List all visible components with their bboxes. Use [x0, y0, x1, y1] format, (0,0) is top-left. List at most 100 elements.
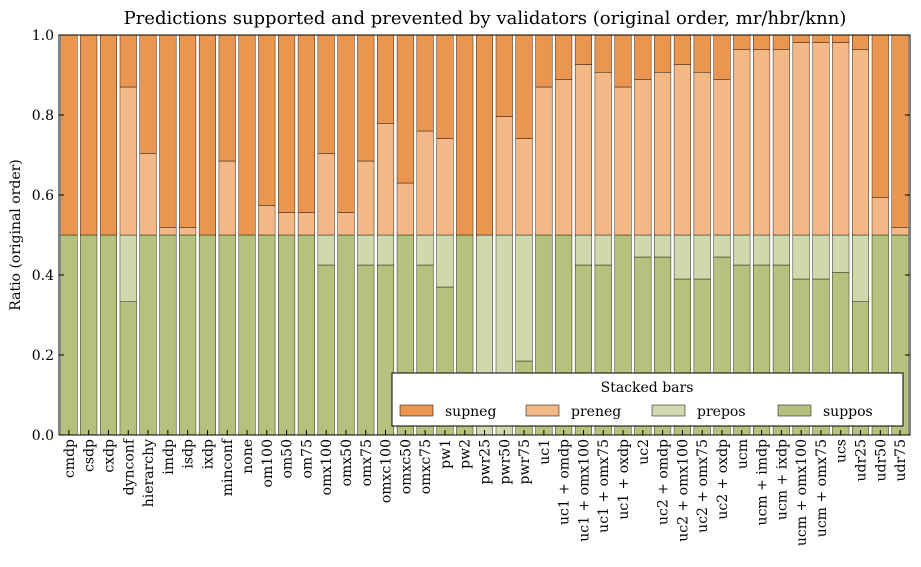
bar-segment-supneg	[179, 34, 197, 228]
bar-segment-preneg	[852, 49, 870, 236]
x-tick-label: imdp	[161, 439, 177, 475]
bar-segment-prepos	[594, 234, 612, 266]
bar-segment-supneg	[693, 34, 711, 73]
bar-segment-preneg	[159, 227, 177, 236]
bar-segment-preneg	[416, 130, 434, 236]
x-tick-label: omx50	[339, 439, 355, 486]
bar-segment-supneg	[159, 34, 177, 228]
x-tick-label: pwr25	[478, 439, 494, 484]
bar-segment-suppos	[60, 234, 78, 436]
bar-segment-preneg	[792, 42, 810, 236]
bar-segment-prepos	[436, 234, 454, 288]
bar-segment-suppos	[317, 264, 335, 436]
x-tick-label: ucm + ixdp	[774, 439, 790, 520]
bar-segment-supneg	[139, 34, 157, 154]
bar-segment-suppos	[357, 264, 375, 436]
bar-segment-suppos	[198, 234, 216, 436]
y-tick-label: 0.2	[32, 348, 54, 364]
bar-segment-suppos	[119, 301, 137, 436]
bar-segment-preneg	[733, 49, 751, 236]
x-tick-label: omxc75	[418, 439, 434, 494]
x-tick-label: uc1 + omdp	[557, 439, 573, 525]
bar-segment-prepos	[852, 234, 870, 303]
legend-label-supneg: supneg	[445, 404, 496, 420]
bar-segment-preneg	[119, 86, 137, 236]
bar-segment-preneg	[396, 182, 414, 236]
bar-segment-preneg	[673, 64, 691, 236]
x-tick-label: cxdp	[101, 439, 117, 473]
bar-segment-supneg	[555, 34, 573, 80]
legend-box	[391, 372, 904, 427]
x-tick-label: uc1 + oxdp	[616, 439, 632, 520]
bar-segment-supneg	[456, 34, 474, 236]
bar-segment-suppos	[297, 234, 315, 436]
bar-segment-preneg	[812, 42, 830, 236]
bar-segment-preneg	[377, 123, 395, 236]
x-tick-label: omxc100	[379, 439, 395, 503]
bar-segment-preneg	[614, 86, 632, 236]
legend-swatch-prepos	[651, 404, 686, 417]
bar-segment-suppos	[99, 234, 117, 436]
bar-segment-preneg	[218, 160, 236, 236]
bar-segment-preneg	[297, 212, 315, 236]
x-tick-label: om100	[260, 439, 276, 487]
bar-segment-prepos	[812, 234, 830, 280]
bar-segment-supneg	[80, 34, 98, 236]
bar-segment-supneg	[317, 34, 335, 154]
bar-segment-preneg	[436, 138, 454, 236]
x-tick-label: dynconf	[121, 437, 137, 495]
bar-segment-prepos	[792, 234, 810, 280]
bar-segment-supneg	[792, 34, 810, 43]
bar-segment-suppos	[278, 234, 296, 436]
bar-segment-supneg	[673, 34, 691, 65]
bar-segment-supneg	[614, 34, 632, 88]
bar-segment-prepos	[119, 234, 137, 303]
x-tick-label: omx100	[319, 439, 335, 495]
x-tick-label: uc1 + omx100	[576, 439, 592, 542]
bar-segment-supneg	[218, 34, 236, 162]
bar-segment-supneg	[337, 34, 355, 213]
x-tick-label: pw1	[438, 439, 454, 469]
bar-segment-supneg	[654, 34, 672, 73]
bar-segment-preneg	[535, 86, 553, 236]
y-tick-label: 0.0	[32, 428, 54, 444]
bar-segment-suppos	[218, 234, 236, 436]
bar-segment-preneg	[179, 227, 197, 236]
legend-swatch-preneg	[525, 404, 560, 417]
legend-label-preneg: preneg	[571, 404, 621, 420]
x-tick-label: omx75	[359, 439, 375, 486]
bar-segment-suppos	[159, 234, 177, 436]
bar-segment-prepos	[713, 234, 731, 258]
bar-segment-preneg	[495, 116, 513, 236]
x-tick-label: hierarchy	[141, 439, 157, 507]
bar-segment-prepos	[654, 234, 672, 258]
y-tick-label: 1.0	[32, 28, 54, 44]
bar-segment-supneg	[297, 34, 315, 213]
bar-segment-preneg	[337, 212, 355, 236]
bar-segment-prepos	[416, 234, 434, 266]
legend-swatch-supneg	[399, 404, 434, 417]
legend: Stacked bars supneg preneg prepos suppos	[391, 372, 904, 427]
bar-segment-supneg	[119, 34, 137, 88]
bar-segment-suppos	[139, 234, 157, 436]
bar-segment-preneg	[555, 79, 573, 236]
y-tick-label: 0.8	[32, 108, 54, 124]
bar-segment-supneg	[238, 34, 256, 236]
bar-segment-prepos	[673, 234, 691, 280]
bar-segment-preneg	[871, 197, 889, 236]
bar-segment-supneg	[495, 34, 513, 117]
x-tick-label: pwr50	[497, 439, 513, 484]
bar-segment-supneg	[99, 34, 117, 236]
x-tick-label: none	[240, 439, 256, 474]
legend-label-suppos: suppos	[823, 404, 873, 420]
x-tick-label: uc2 + omdp	[656, 439, 672, 525]
bar-segment-prepos	[772, 234, 790, 266]
bar-segment-supneg	[772, 34, 790, 51]
x-tick-label: ucs	[834, 439, 850, 463]
bar-segment-supneg	[60, 34, 78, 236]
bar-segment-supneg	[832, 34, 850, 43]
bar-segment-suppos	[179, 234, 197, 436]
bar-segment-suppos	[238, 234, 256, 436]
x-tick-label: ucm + omx100	[794, 439, 810, 546]
